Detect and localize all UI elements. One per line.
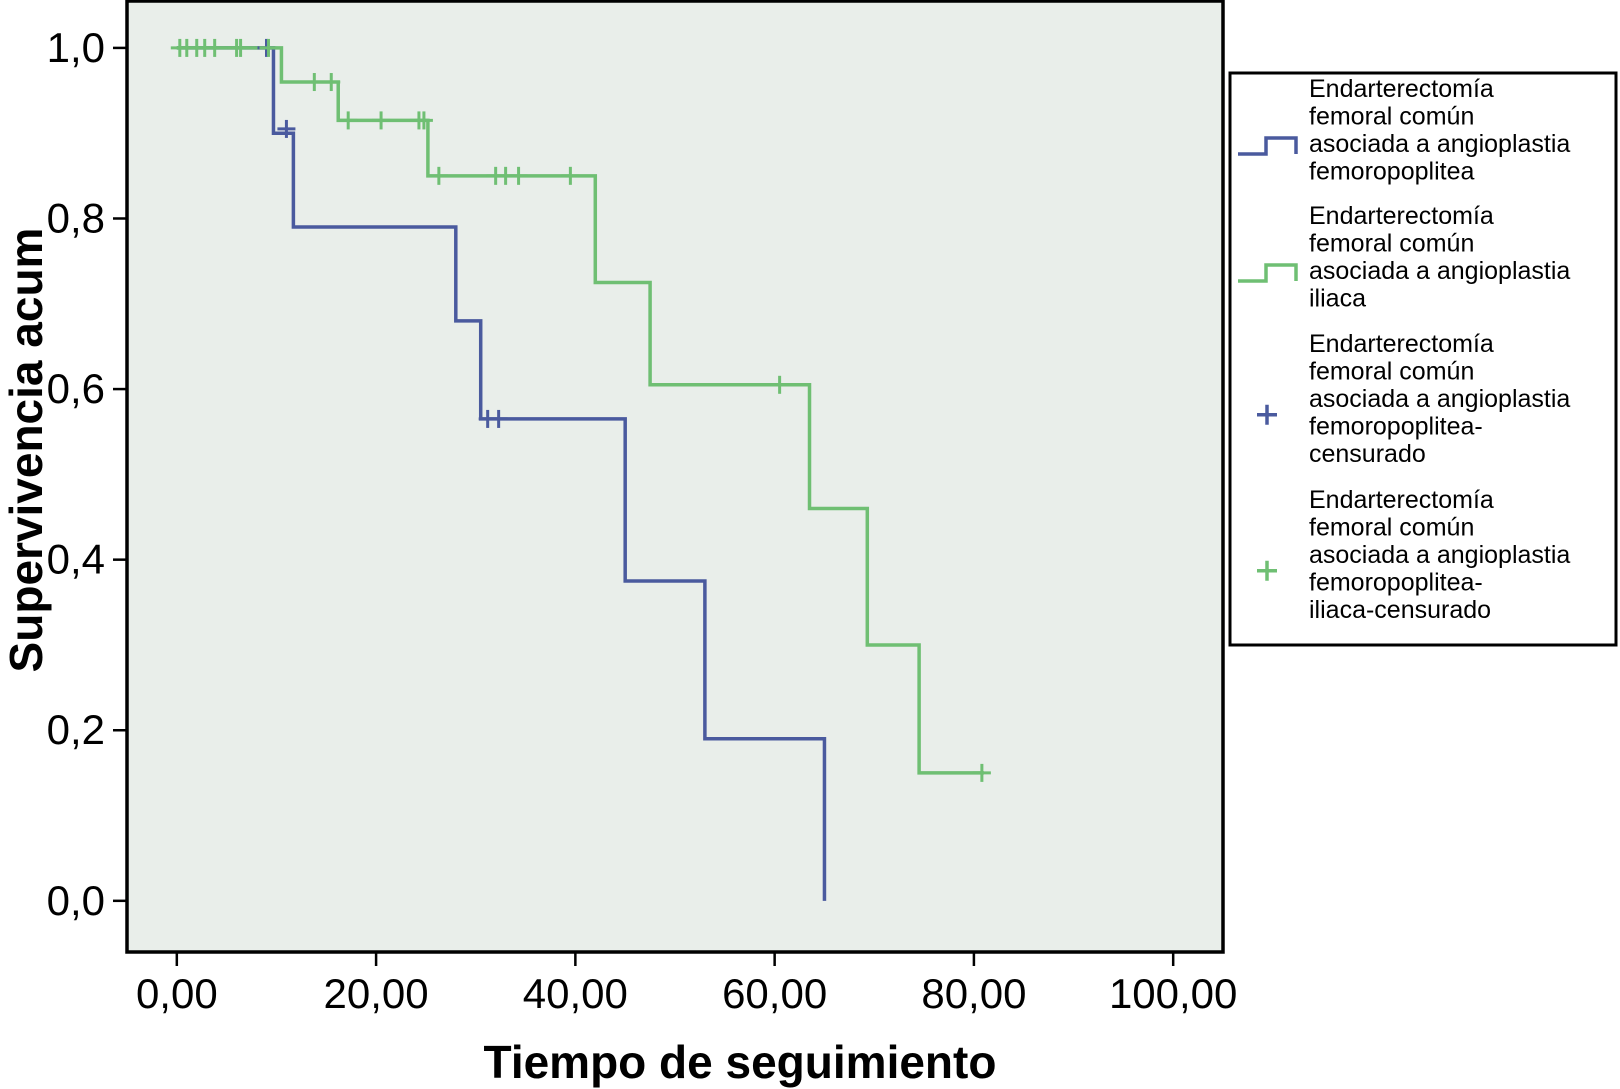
x-tick-label: 60,00 xyxy=(722,970,827,1017)
legend-label: asociada a angioplastia xyxy=(1309,541,1570,569)
censor-mark-1 xyxy=(489,409,508,428)
x-tick-label: 80,00 xyxy=(921,970,1026,1017)
censor-mark-2 xyxy=(509,166,528,185)
censor-mark-2 xyxy=(231,38,250,57)
x-axis: 0,00 20,00 40,00 60,00 80,00 100,00 xyxy=(136,952,1237,1017)
censor-mark-2 xyxy=(414,111,433,130)
legend-symbol-step xyxy=(1238,263,1298,283)
legend-symbol-step xyxy=(1238,136,1298,156)
censor-mark-2 xyxy=(972,763,991,782)
series-line-1 xyxy=(176,46,827,901)
censor-mark-1 xyxy=(277,119,296,138)
x-tick-label: 40,00 xyxy=(523,970,628,1017)
y-axis: 0,0 0,2 0,4 0,6 0,8 1,0 xyxy=(47,24,127,924)
legend-label: censurado xyxy=(1309,440,1426,468)
censor-mark-2 xyxy=(259,38,278,57)
legend-label: Endarterectomía xyxy=(1309,330,1494,358)
plot-area xyxy=(125,0,1225,954)
y-axis-title: Supervivencia acum xyxy=(0,228,52,673)
legend-symbol-plus xyxy=(1257,404,1277,425)
legend-label: femoral común xyxy=(1309,230,1474,258)
y-tick-label: 0,6 xyxy=(47,365,105,412)
legend-label: Endarterectomía xyxy=(1309,202,1494,230)
legend-label: femoral común xyxy=(1309,514,1474,542)
x-axis-title: Tiempo de seguimiento xyxy=(484,1036,997,1088)
x-tick-label: 0,00 xyxy=(136,970,218,1017)
x-tick-label: 20,00 xyxy=(324,970,429,1017)
y-tick-label: 1,0 xyxy=(47,24,105,71)
censor-mark-2 xyxy=(770,375,789,394)
legend-label: asociada a angioplastia xyxy=(1309,385,1570,413)
legend-label: Endarterectomía xyxy=(1309,486,1494,514)
legend-label: femoral común xyxy=(1309,358,1474,386)
censor-mark-2 xyxy=(561,166,580,185)
censor-mark-2 xyxy=(372,111,391,130)
y-tick-label: 0,4 xyxy=(47,536,105,583)
censor-mark-2 xyxy=(305,73,324,92)
legend-label: asociada a angioplastia xyxy=(1309,130,1570,158)
legend-label: Endarterectomía xyxy=(1309,75,1494,103)
censor-mark-2 xyxy=(322,73,341,92)
legend-box xyxy=(1228,71,1618,647)
legend-label: femoral común xyxy=(1309,103,1474,131)
y-tick-label: 0,2 xyxy=(47,706,105,753)
legend-label: femoropoplitea- xyxy=(1309,569,1483,597)
legend-label: femoropoplitea- xyxy=(1309,413,1483,441)
legend-label: iliaca-censurado xyxy=(1309,596,1491,624)
legend-label: femoropoplitea xyxy=(1309,158,1474,186)
x-tick-label: 100,00 xyxy=(1109,970,1237,1017)
legend-symbol-plus xyxy=(1257,560,1277,581)
legend-label: asociada a angioplastia xyxy=(1309,257,1570,285)
legend-label: iliaca xyxy=(1309,285,1366,313)
censor-mark-2 xyxy=(205,38,224,57)
y-tick-label: 0,8 xyxy=(47,194,105,241)
censor-mark-2 xyxy=(339,111,358,130)
censor-mark-2 xyxy=(429,166,448,185)
censor-layer xyxy=(170,38,991,782)
y-tick-label: 0,0 xyxy=(47,877,105,924)
